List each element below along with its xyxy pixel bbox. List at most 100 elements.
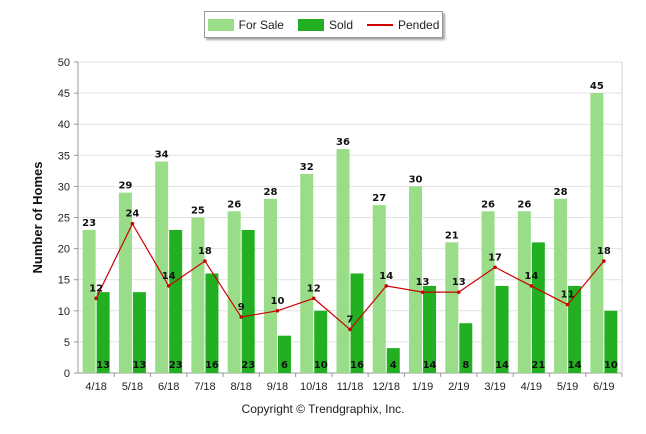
data-label-for-sale: 26 [517,199,531,210]
y-tick-label: 35 [58,150,70,162]
data-label-sold: 10 [604,360,618,371]
x-tick-label: 4/19 [521,381,542,393]
bar-for-sale [481,211,495,373]
point-pended [311,296,316,301]
point-pended [203,259,207,263]
bar-sold [132,292,146,373]
bar-sold [604,310,618,373]
x-tick-label: 6/18 [158,381,179,393]
data-label-pended: 13 [452,277,466,288]
legend-label-sold: Sold [328,17,353,32]
legend-item-for-sale: For Sale [207,17,284,32]
point-pended [275,309,280,313]
y-tick-label: 5 [64,337,70,349]
bar-sold [568,285,582,373]
data-label-for-sale: 28 [264,187,278,198]
x-tick-label: 5/18 [122,381,143,393]
y-tick-label: 50 [58,57,70,69]
point-pended [493,265,497,270]
data-label-pended: 18 [597,246,611,257]
data-label-pended: 18 [198,246,212,257]
bar-sold [386,348,400,373]
bar-sold [314,310,328,373]
bar-for-sale [517,211,531,373]
data-label-for-sale: 25 [191,206,205,217]
legend-item-pended: Pended [367,18,439,32]
data-label-pended: 7 [347,314,354,325]
y-tick-label: 10 [58,306,70,318]
data-label-for-sale: 27 [372,193,386,204]
x-tick-label: 1/19 [412,381,433,393]
y-tick-label: 15 [58,275,70,287]
legend-swatch-sold [297,18,324,31]
data-label-for-sale: 34 [155,150,169,161]
legend-item-sold: Sold [297,17,353,32]
bar-for-sale [263,198,277,373]
data-label-for-sale: 21 [445,230,459,241]
bar-for-sale [191,217,205,373]
data-label-for-sale: 23 [82,218,96,229]
data-label-for-sale: 26 [481,199,495,210]
data-label-sold: 14 [423,360,437,371]
point-pended [529,284,534,288]
data-label-sold: 16 [205,360,219,371]
data-label-sold: 13 [96,360,110,371]
data-label-sold: 10 [314,360,328,371]
point-pended [94,296,98,301]
data-label-sold: 14 [495,360,509,371]
point-pended [166,284,171,288]
data-label-pended: 11 [561,290,575,301]
data-label-sold: 14 [568,360,582,371]
bar-sold [169,229,183,373]
bar-for-sale [554,198,568,373]
x-tick-label: 10/18 [300,381,328,393]
y-tick-label: 45 [58,88,70,100]
y-tick-label: 30 [58,181,70,193]
x-tick-label: 8/18 [230,381,251,393]
bar-for-sale [590,93,604,373]
data-label-sold: 8 [462,360,469,371]
legend-label-pended: Pended [398,17,440,32]
data-label-for-sale: 45 [590,81,604,92]
bar-sold [96,292,110,373]
data-label-pended: 14 [162,271,176,282]
data-label-for-sale: 29 [118,181,132,192]
data-label-pended: 24 [125,209,139,220]
bar-sold [531,242,545,373]
data-label-sold: 6 [281,360,288,371]
data-label-for-sale: 30 [409,174,423,185]
bar-for-sale [445,242,459,373]
data-label-sold: 23 [169,360,183,371]
data-label-pended: 12 [307,283,321,294]
data-label-pended: 17 [488,252,502,263]
copyright-text: Copyright © Trendgraphix, Inc. [241,402,405,416]
legend: For Sale Sold Pended [204,11,443,38]
x-tick-label: 4/18 [85,381,106,393]
data-label-sold: 23 [241,360,255,371]
bar-sold [459,323,473,373]
data-label-pended: 14 [524,271,538,282]
data-label-sold: 21 [531,360,545,371]
y-axis-title: Number of Homes [30,162,45,274]
bar-for-sale [155,161,169,373]
bar-sold [423,285,437,373]
point-pended [420,290,425,294]
data-label-for-sale: 28 [554,187,568,198]
bar-sold [241,229,255,373]
point-pended [239,315,243,319]
x-tick-label: 11/18 [337,381,364,393]
bar-for-sale [409,186,423,373]
data-label-pended: 13 [416,277,430,288]
point-pended [565,302,570,307]
y-tick-label: 40 [58,119,70,131]
data-label-for-sale: 32 [300,162,314,173]
x-tick-label: 7/18 [194,381,215,393]
data-label-pended: 9 [238,302,245,313]
y-tick-label: 25 [58,213,70,225]
point-pended [384,284,389,288]
data-label-pended: 14 [379,271,393,282]
legend-label-for-sale: For Sale [238,17,284,32]
bar-for-sale [300,173,314,373]
